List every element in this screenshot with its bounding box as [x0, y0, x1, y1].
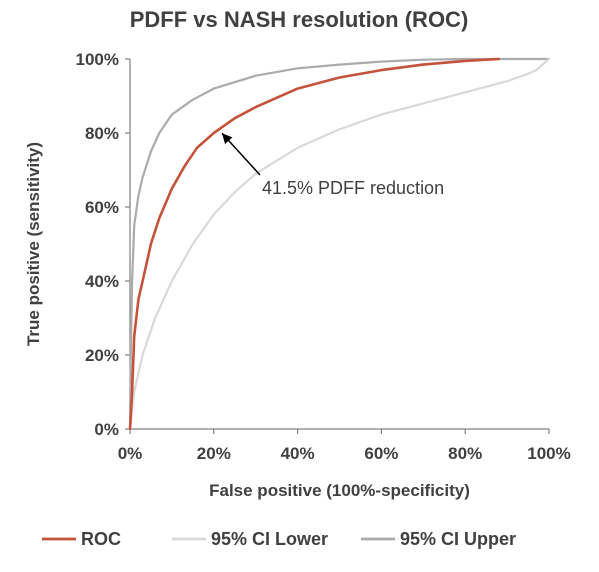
y-axis-label: True positive (sensitivity): [24, 142, 43, 346]
y-tick-label: 40%: [85, 272, 119, 291]
annotation-label: 41.5% PDFF reduction: [262, 178, 444, 198]
y-tick-label: 20%: [85, 346, 119, 365]
legend-label-95-ci-upper: 95% CI Upper: [400, 529, 516, 549]
y-tick-label: 100%: [76, 50, 119, 69]
annotation-arrowhead: [221, 133, 233, 145]
y-tick-label: 80%: [85, 124, 119, 143]
series-line-95-ci-upper: [128, 57, 551, 431]
series-line-95-ci-lower: [128, 57, 551, 431]
legend-label-roc: ROC: [81, 529, 121, 549]
chart-title: PDFF vs NASH resolution (ROC): [130, 7, 469, 32]
x-tick-label: 80%: [448, 444, 482, 463]
series-line-roc: [128, 57, 500, 431]
x-axis-label: False positive (100%-specificity): [209, 481, 470, 500]
legend-label-95-ci-lower: 95% CI Lower: [211, 529, 328, 549]
legend: ROC 95% CI Lower 95% CI Upper: [42, 529, 516, 549]
x-tick-label: 100%: [527, 444, 570, 463]
x-tick-label: 40%: [281, 444, 315, 463]
x-tick-label: 20%: [197, 444, 231, 463]
plot-area: 0% 20% 40% 60% 80% 100% 0% 20% 40% 60% 80% 100% 41.5…: [76, 50, 571, 463]
x-tick-label: 0%: [118, 444, 143, 463]
y-tick-label: 60%: [85, 198, 119, 217]
y-tick-label: 0%: [94, 420, 119, 439]
x-tick-label: 60%: [364, 444, 398, 463]
